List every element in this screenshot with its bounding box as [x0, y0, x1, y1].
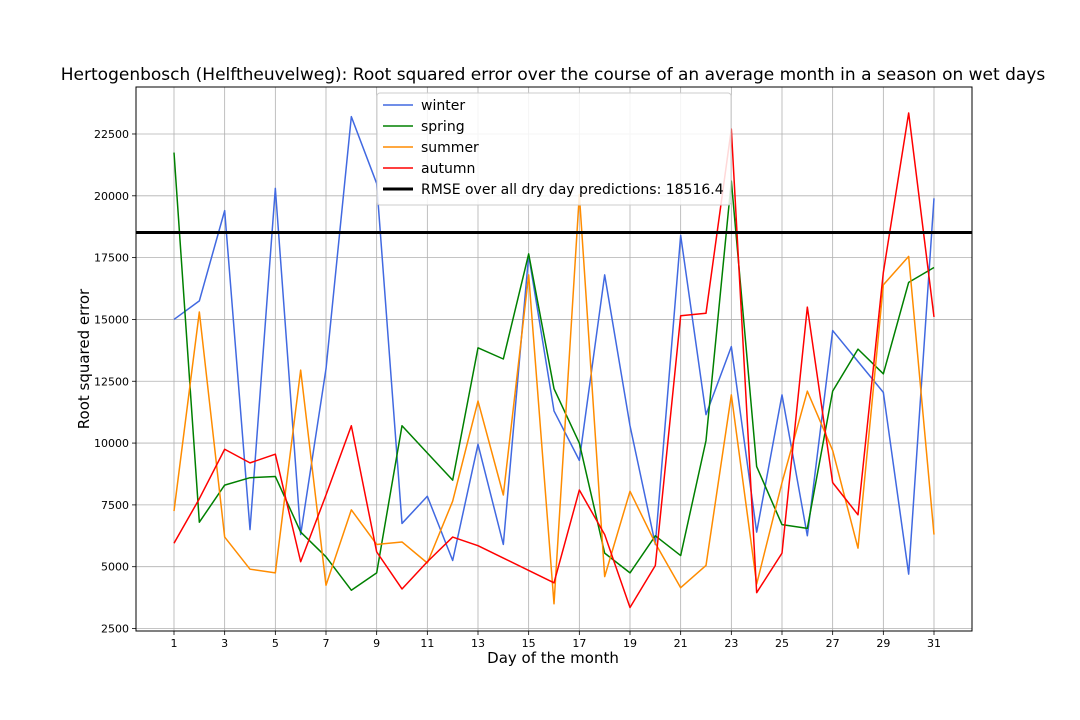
legend-box [376, 92, 732, 206]
legend-label: winter [421, 98, 465, 114]
y-tick-label: 20000 [94, 190, 129, 203]
x-tick-label: 27 [826, 637, 840, 650]
y-tick-label: 22500 [94, 128, 129, 141]
y-axis-label: Root squared error [75, 288, 93, 429]
chart-title: Hertogenbosch (Helftheuvelweg): Root squ… [61, 65, 1046, 85]
x-tick-label: 21 [674, 637, 688, 650]
x-tick-label: 5 [272, 637, 279, 650]
x-tick-label: 17 [572, 637, 586, 650]
x-tick-label: 19 [623, 637, 637, 650]
x-tick-label: 13 [471, 637, 485, 650]
series-line-winter [173, 115, 935, 575]
y-tick-label: 12500 [94, 375, 129, 388]
series-line-autumn [173, 112, 935, 609]
y-tick-label: 17500 [94, 252, 129, 265]
x-tick-label: 9 [373, 637, 380, 650]
x-tick-label: 31 [927, 637, 941, 650]
x-tick-label: 3 [221, 637, 228, 650]
x-axis-label: Day of the month [487, 649, 619, 667]
legend-label: autumn [421, 161, 475, 177]
y-tick-label: 10000 [94, 437, 129, 450]
y-tick-label: 5000 [101, 561, 129, 574]
legend: winter spring summer autumn RMSE over all dr… [376, 92, 732, 206]
legend-label: RMSE over all dry day predictions: 18516… [421, 182, 724, 198]
legend-label: summer [421, 140, 479, 156]
x-tick-label: 15 [522, 637, 536, 650]
legend-label: spring [421, 119, 465, 135]
y-ticks: 2500 5000 7500 10000 12500 15000 17500 20000 225… [94, 128, 136, 636]
y-tick-label: 7500 [101, 499, 129, 512]
x-tick-label: 23 [724, 637, 738, 650]
plot-frame [135, 86, 973, 632]
series-line-spring [173, 152, 935, 591]
x-tick-label: 11 [420, 637, 434, 650]
x-tick-label: 29 [876, 637, 890, 650]
x-tick-label: 7 [323, 637, 330, 650]
series-lines [173, 112, 935, 609]
y-tick-label: 2500 [101, 623, 129, 636]
x-tick-label: 1 [171, 637, 178, 650]
y-tick-label: 15000 [94, 313, 129, 326]
series-line-summer [173, 193, 935, 605]
x-ticks: 1 3 5 7 9 11 13 15 17 19 21 23 25 27 29 31 [171, 631, 941, 650]
x-tick-label: 25 [775, 637, 789, 650]
